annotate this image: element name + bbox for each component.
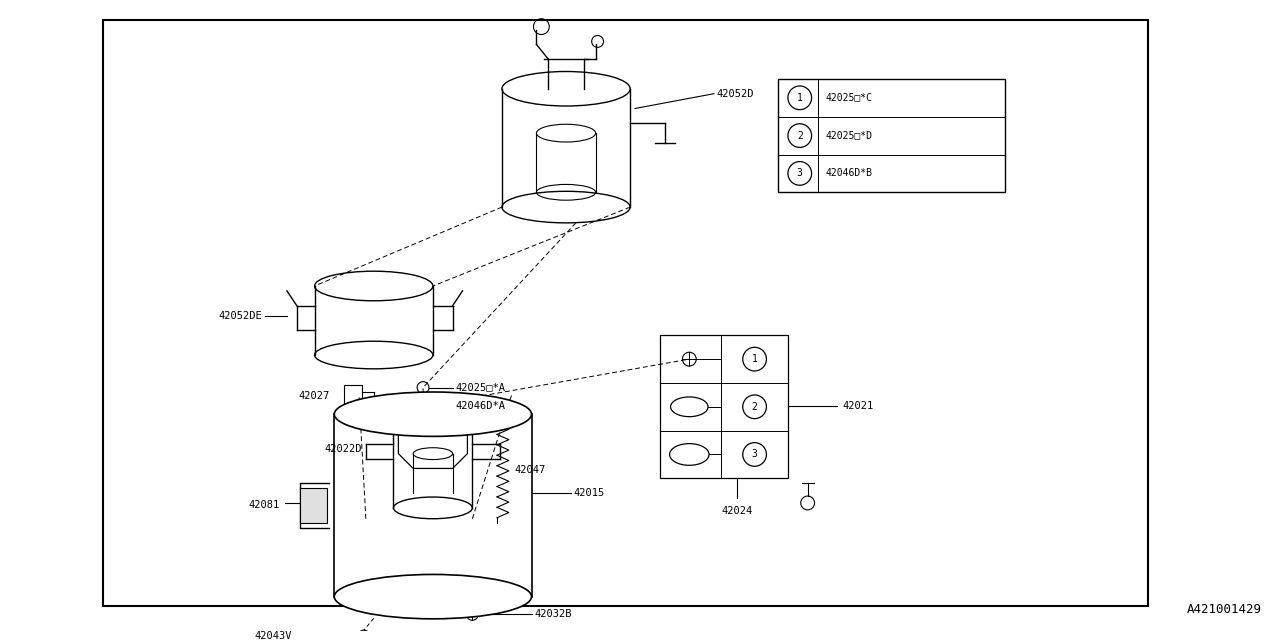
Bar	[344, 385, 362, 409]
Text: 42024: 42024	[721, 506, 753, 516]
Text: 42046D*B: 42046D*B	[826, 168, 873, 179]
Text: 42043V: 42043V	[255, 631, 292, 640]
Text: 2: 2	[751, 402, 758, 412]
Text: 3: 3	[797, 168, 803, 179]
Text: 42032B: 42032B	[535, 609, 572, 620]
Text: 42046D*A: 42046D*A	[456, 401, 506, 412]
Text: 42047: 42047	[515, 465, 547, 476]
Text: 42025□*D: 42025□*D	[826, 131, 873, 141]
Text: 1: 1	[797, 93, 803, 103]
Text: 1: 1	[751, 354, 758, 364]
Text: 42021: 42021	[842, 401, 873, 412]
Text: 42025□*C: 42025□*C	[826, 93, 873, 103]
Text: A421001429: A421001429	[1187, 604, 1261, 616]
Text: 3: 3	[751, 449, 758, 460]
Text: 42027: 42027	[298, 392, 329, 401]
Text: 42025□*A: 42025□*A	[456, 383, 506, 392]
Text: 42015: 42015	[573, 488, 605, 498]
Text: 2: 2	[797, 131, 803, 141]
Bar	[778, 79, 1005, 192]
Bar	[659, 335, 788, 478]
Bar	[300, 488, 328, 523]
Ellipse shape	[334, 392, 531, 436]
Text: 42052DE: 42052DE	[219, 310, 262, 321]
Text: 42022D: 42022D	[324, 444, 362, 454]
Text: 42081: 42081	[248, 500, 280, 510]
Text: 42052D: 42052D	[717, 89, 754, 99]
Bar	[102, 20, 1148, 607]
Ellipse shape	[334, 575, 531, 619]
